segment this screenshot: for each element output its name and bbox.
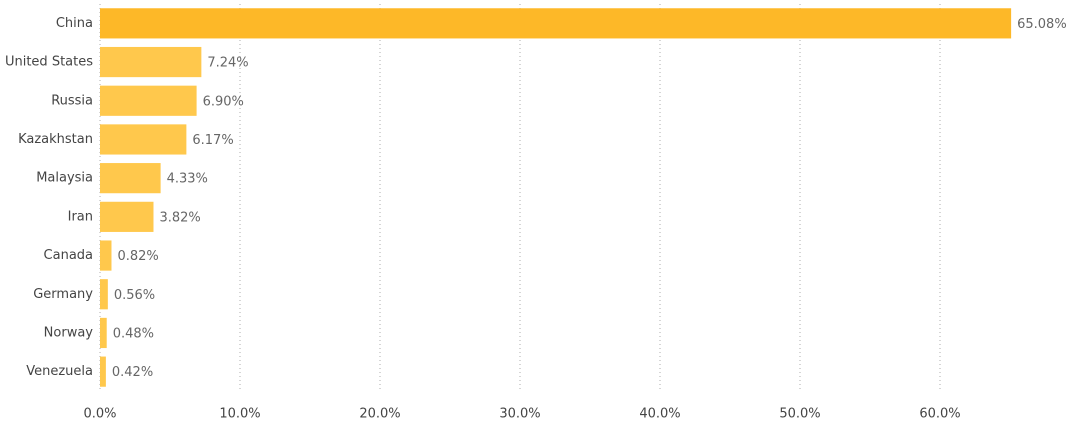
- x-tick-label: 40.0%: [639, 407, 680, 422]
- bar: [100, 124, 187, 155]
- bar: [100, 317, 107, 349]
- y-tick-label: United States: [5, 55, 93, 70]
- value-label: 6.90%: [203, 94, 244, 109]
- y-tick-label: Norway: [44, 325, 94, 340]
- y-tick-label: Canada: [44, 248, 93, 263]
- bar: [100, 8, 1012, 39]
- value-label: 0.42%: [112, 365, 153, 380]
- x-tick-label: 50.0%: [779, 407, 820, 422]
- value-label: 6.17%: [192, 133, 233, 148]
- bar: [100, 85, 197, 116]
- y-tick-label: Iran: [68, 209, 93, 224]
- x-tick-label: 10.0%: [219, 407, 260, 422]
- y-tick-label: Venezuela: [26, 364, 93, 379]
- y-tick-label: Russia: [51, 93, 93, 108]
- value-label: 0.82%: [117, 249, 158, 264]
- y-tick-label: Kazakhstan: [18, 132, 93, 147]
- y-tick-label: China: [56, 16, 93, 31]
- x-tick-label: 30.0%: [499, 407, 540, 422]
- value-label: 3.82%: [159, 210, 200, 225]
- value-label: 4.33%: [167, 172, 208, 187]
- bar: [100, 201, 154, 232]
- value-label: 7.24%: [207, 56, 248, 71]
- bar: [100, 46, 202, 78]
- bar: [100, 356, 106, 387]
- value-label: 0.48%: [113, 326, 154, 341]
- y-tick-label: Malaysia: [36, 171, 93, 186]
- x-tick-label: 60.0%: [919, 407, 960, 422]
- bar: [100, 279, 108, 310]
- y-tick-label: Germany: [33, 287, 93, 302]
- bar: [100, 240, 112, 271]
- x-tick-label: 20.0%: [359, 407, 400, 422]
- value-label: 65.08%: [1017, 17, 1067, 32]
- x-tick-label: 0.0%: [83, 407, 116, 422]
- bar: [100, 163, 161, 194]
- value-label: 0.56%: [114, 288, 155, 303]
